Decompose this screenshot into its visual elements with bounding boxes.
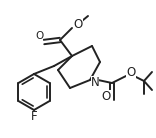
Text: N: N [91, 75, 99, 88]
Text: O: O [73, 18, 83, 30]
Text: O: O [126, 67, 136, 79]
Text: F: F [31, 111, 37, 124]
Text: O: O [35, 31, 43, 41]
Text: O: O [101, 90, 111, 103]
